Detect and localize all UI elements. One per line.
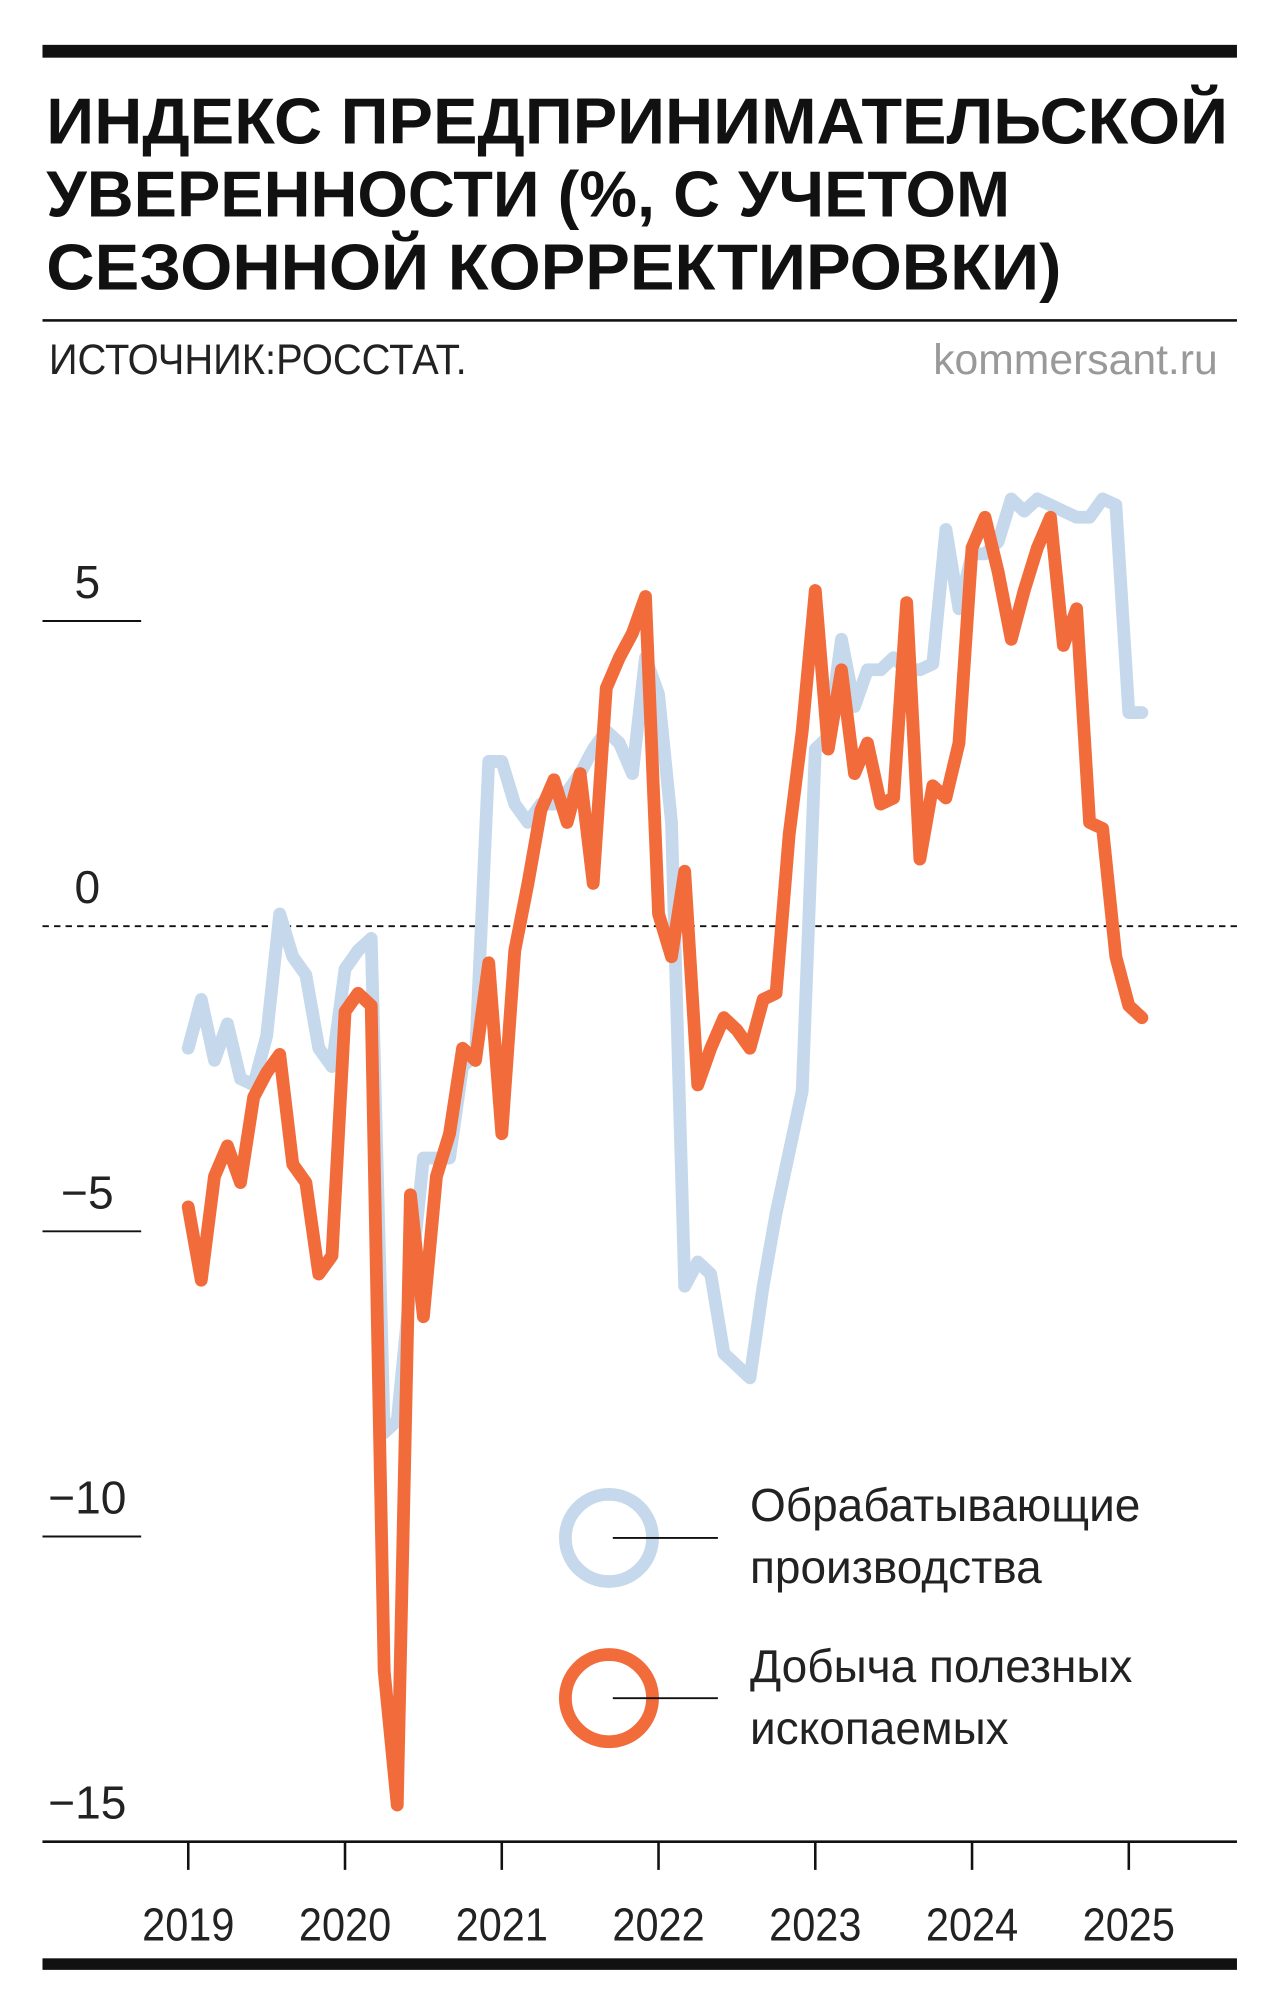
chart-title: ИНДЕКС ПРЕДПРИНИМАТЕЛЬСКОЙ <box>46 85 1228 158</box>
series-line <box>181 510 1149 1812</box>
x-tick-label: 2023 <box>769 1898 861 1950</box>
bottom-rule <box>42 1958 1237 1970</box>
title-rule <box>42 319 1237 322</box>
chart-title: СЕЗОННОЙ КОРРЕКТИРОВКИ) <box>46 231 1061 304</box>
y-tick-label: −5 <box>61 1166 114 1218</box>
legend-label: Добыча полезных ископаемых <box>749 1639 1133 1754</box>
x-tick-label: 2024 <box>926 1898 1018 1950</box>
x-tick-label: 2021 <box>456 1898 548 1950</box>
x-tick-label: 2022 <box>612 1898 704 1950</box>
series-line <box>181 492 1149 1440</box>
chart-title: УВЕРЕННОСТИ (%, С УЧЕТОМ <box>46 158 1010 231</box>
y-tick-label: 0 <box>75 861 101 913</box>
legend-label: Обрабатывающие производства <box>749 1479 1141 1594</box>
top-rule <box>42 44 1237 58</box>
x-tick-label: 2019 <box>142 1898 234 1950</box>
y-tick-label: −15 <box>48 1777 126 1829</box>
credit: kommersant.ru <box>933 336 1218 383</box>
x-tick-label: 2025 <box>1083 1898 1175 1950</box>
y-tick-label: −10 <box>48 1471 126 1523</box>
y-tick-label: 5 <box>75 556 101 608</box>
x-tick-label: 2020 <box>299 1898 391 1950</box>
source: ИСТОЧНИК:РОССТАТ. <box>49 336 467 383</box>
